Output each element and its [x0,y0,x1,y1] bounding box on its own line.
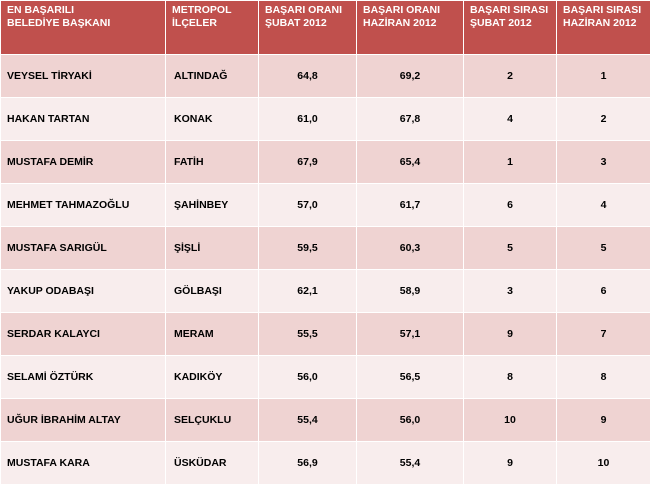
rate-jun-2012: 65,4 [357,141,464,184]
rate-feb-2012: 62,1 [259,270,357,313]
header-rate-jun-line2: HAZİRAN 2012 [363,17,437,29]
table-row: YAKUP ODABAŞI GÖLBAŞI 62,1 58,9 3 6 [1,270,650,313]
district-name: SELÇUKLU [166,399,259,442]
mayor-name: MUSTAFA KARA [1,442,166,485]
mayor-name: MEHMET TAHMAZOĞLU [1,184,166,227]
rank-feb-2012: 9 [464,313,557,356]
district-name: KADIKÖY [166,356,259,399]
rank-feb-2012: 10 [464,399,557,442]
mayor-name: SERDAR KALAYCI [1,313,166,356]
rank-jun-2012: 5 [557,227,650,270]
rank-jun-2012: 4 [557,184,650,227]
rate-jun-2012: 67,8 [357,98,464,141]
rank-feb-2012: 2 [464,55,557,98]
rank-jun-2012: 7 [557,313,650,356]
table-row: VEYSEL TİRYAKİ ALTINDAĞ 64,8 69,2 2 1 [1,55,650,98]
rank-feb-2012: 9 [464,442,557,485]
district-name: ÜSKÜDAR [166,442,259,485]
rank-feb-2012: 4 [464,98,557,141]
mayor-name: VEYSEL TİRYAKİ [1,55,166,98]
header-district-line1: METROPOL [172,4,232,16]
rate-jun-2012: 56,5 [357,356,464,399]
header-district-line2: İLÇELER [172,17,217,29]
rate-feb-2012: 56,9 [259,442,357,485]
rate-jun-2012: 69,2 [357,55,464,98]
header-rank-jun-line2: HAZİRAN 2012 [563,17,637,29]
rank-jun-2012: 9 [557,399,650,442]
rank-feb-2012: 3 [464,270,557,313]
mayor-name: UĞUR İBRAHİM ALTAY [1,399,166,442]
rank-jun-2012: 6 [557,270,650,313]
mayor-name: YAKUP ODABAŞI [1,270,166,313]
district-name: GÖLBAŞI [166,270,259,313]
header-mayor-line1: EN BAŞARILI [7,4,74,16]
rate-feb-2012: 55,5 [259,313,357,356]
district-name: KONAK [166,98,259,141]
mayor-name: MUSTAFA DEMİR [1,141,166,184]
rate-feb-2012: 55,4 [259,399,357,442]
rate-feb-2012: 59,5 [259,227,357,270]
rate-jun-2012: 56,0 [357,399,464,442]
district-name: ŞİŞLİ [166,227,259,270]
district-name: ALTINDAĞ [166,55,259,98]
rate-jun-2012: 55,4 [357,442,464,485]
mayor-name: SELAMİ ÖZTÜRK [1,356,166,399]
rate-jun-2012: 61,7 [357,184,464,227]
header-rate-jun-line1: BAŞARI ORANI [363,4,440,16]
table-row: MEHMET TAHMAZOĞLU ŞAHİNBEY 57,0 61,7 6 4 [1,184,650,227]
rank-feb-2012: 6 [464,184,557,227]
header-mayor-line2: BELEDİYE BAŞKANI [7,17,110,29]
table-row: HAKAN TARTAN KONAK 61,0 67,8 4 2 [1,98,650,141]
rank-jun-2012: 3 [557,141,650,184]
rate-feb-2012: 67,9 [259,141,357,184]
rate-feb-2012: 64,8 [259,55,357,98]
rate-jun-2012: 60,3 [357,227,464,270]
rank-jun-2012: 10 [557,442,650,485]
header-rank-feb-line2: ŞUBAT 2012 [470,17,532,29]
table-row: SELAMİ ÖZTÜRK KADIKÖY 56,0 56,5 8 8 [1,356,650,399]
header-rank-jun-line1: BAŞARI SIRASI [563,4,641,16]
table-row: SERDAR KALAYCI MERAM 55,5 57,1 9 7 [1,313,650,356]
rate-jun-2012: 57,1 [357,313,464,356]
rank-jun-2012: 1 [557,55,650,98]
rank-feb-2012: 1 [464,141,557,184]
district-name: MERAM [166,313,259,356]
table-row: MUSTAFA DEMİR FATİH 67,9 65,4 1 3 [1,141,650,184]
rate-jun-2012: 58,9 [357,270,464,313]
rank-jun-2012: 2 [557,98,650,141]
table-row: MUSTAFA SARIGÜL ŞİŞLİ 59,5 60,3 5 5 [1,227,650,270]
district-name: FATİH [166,141,259,184]
table-row: UĞUR İBRAHİM ALTAY SELÇUKLU 55,4 56,0 10… [1,399,650,442]
rate-feb-2012: 57,0 [259,184,357,227]
district-name: ŞAHİNBEY [166,184,259,227]
mayor-name: MUSTAFA SARIGÜL [1,227,166,270]
rate-feb-2012: 61,0 [259,98,357,141]
table-row: MUSTAFA KARA ÜSKÜDAR 56,9 55,4 9 10 [1,442,650,485]
header-rate-feb-line1: BAŞARI ORANI [265,4,342,16]
rank-feb-2012: 8 [464,356,557,399]
header-rank-feb-line1: BAŞARI SIRASI [470,4,548,16]
rank-feb-2012: 5 [464,227,557,270]
header-rate-feb-line2: ŞUBAT 2012 [265,17,327,29]
rank-jun-2012: 8 [557,356,650,399]
mayor-name: HAKAN TARTAN [1,98,166,141]
rate-feb-2012: 56,0 [259,356,357,399]
